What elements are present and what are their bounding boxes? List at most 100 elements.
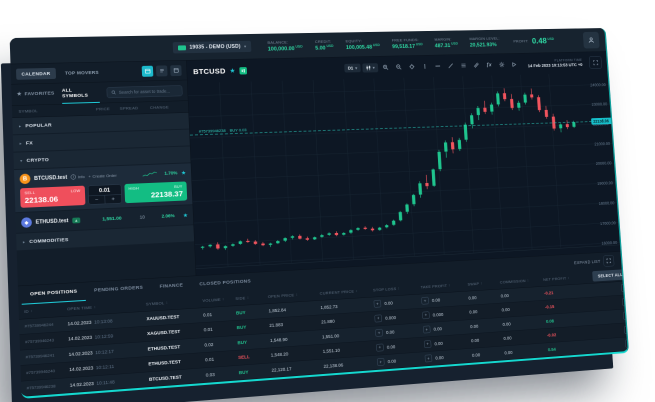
header-take-profit[interactable]: TAKE PROFIT ↕: [420, 283, 450, 290]
net-profit: -0.15: [544, 304, 554, 310]
user-profile-button[interactable]: [582, 31, 600, 49]
close-position-button[interactable]: ✕: [622, 311, 629, 321]
info-link[interactable]: i Info: [70, 174, 84, 180]
volume-decrease-button[interactable]: −: [88, 195, 105, 205]
favorite-star-icon[interactable]: ★: [182, 212, 188, 219]
stop-loss-cell: +0.00: [374, 326, 423, 337]
crosshair-icon[interactable]: [405, 61, 417, 73]
chart-toolbar: D1 ▾ ▾ ƒx: [343, 59, 520, 74]
sell-button[interactable]: SELL LOW 22138.06: [19, 185, 85, 208]
chart-type-dropdown[interactable]: ▾: [361, 62, 378, 73]
close-position-button[interactable]: ✕: [620, 283, 629, 293]
timeframe-dropdown[interactable]: D1 ▾: [343, 63, 361, 73]
metric: EQUITY: 100,005.48USD: [344, 38, 380, 51]
add-stop-loss-button[interactable]: +: [376, 358, 385, 367]
add-stop-loss-button[interactable]: +: [375, 343, 384, 352]
header-volume[interactable]: VOLUME ↕: [201, 297, 224, 303]
trading-platform-window: 19035 - DEMO (USD) ▾ BALANCE: 100,000.00…: [9, 28, 629, 399]
symbol-search[interactable]: [105, 85, 183, 98]
close-position-button[interactable]: ✕: [621, 297, 629, 307]
close-position-button[interactable]: ✕: [624, 339, 629, 348]
position-id: #75739946240: [25, 368, 55, 376]
favorite-star-icon[interactable]: ★: [180, 169, 186, 176]
levels-tool-icon[interactable]: [457, 60, 469, 71]
add-stop-loss-button[interactable]: +: [374, 328, 383, 337]
indicators-fx-icon[interactable]: ƒx: [485, 62, 492, 68]
add-take-profit-button[interactable]: +: [422, 325, 431, 334]
sort-icon: ↕: [246, 295, 249, 300]
add-stop-loss-button[interactable]: +: [373, 314, 382, 323]
tab-finance[interactable]: FINANCE: [159, 282, 183, 290]
account-selector[interactable]: 19035 - DEMO (USD) ▾: [172, 40, 251, 54]
header-current-price[interactable]: CURRENT PRICE ↕: [319, 288, 358, 296]
price-axis-label: 18000.00: [598, 200, 614, 206]
close-position-button[interactable]: ✕: [623, 325, 629, 334]
news-icon[interactable]: [155, 65, 168, 77]
profit-value: 0.48USD: [531, 36, 554, 46]
sort-icon: ↕: [355, 289, 358, 293]
position-volume: 0.02: [203, 341, 213, 348]
price-axis-label: 17000.00: [599, 220, 616, 226]
commission: 0.00: [501, 321, 511, 327]
account-metrics: BALANCE: 100,000.00USD CREDIT: 5.00USD E…: [267, 36, 500, 52]
account-status-badge: [177, 45, 186, 51]
sort-icon: ↕: [295, 292, 298, 297]
select-all-button[interactable]: SELECT ALL: [591, 269, 628, 282]
open-price: 1,852.84: [267, 307, 286, 314]
header-open-time[interactable]: OPEN TIME ↕: [66, 304, 96, 312]
top-movers-button[interactable]: TOP MOVERS: [64, 69, 99, 76]
header-id[interactable]: ID ↕: [23, 308, 33, 314]
header-net-profit[interactable]: NET PROFIT ↕: [542, 275, 570, 282]
swap: 0.00: [471, 352, 480, 358]
net-profit: 0.08: [545, 318, 554, 324]
take-profit-cell: +0.00: [424, 352, 471, 363]
symbol-name[interactable]: BTCUSD.test: [33, 174, 67, 182]
create-order-link[interactable]: + Create Order: [87, 172, 117, 179]
play-icon[interactable]: [508, 59, 520, 70]
position-side: BUY: [238, 369, 249, 376]
add-take-profit-button[interactable]: +: [424, 354, 432, 363]
swap: 0.00: [469, 323, 478, 330]
market-badge-icon: [238, 66, 247, 75]
settings-gear-icon[interactable]: [495, 59, 507, 70]
header-swap[interactable]: SWAP ↕: [466, 281, 482, 287]
volume-increase-button[interactable]: +: [110, 196, 115, 203]
tab-favorites[interactable]: ★ FAVORITES: [16, 90, 55, 98]
price-axis-label: 20000.00: [595, 160, 612, 167]
calendar-icon[interactable]: [141, 65, 153, 77]
add-take-profit-button[interactable]: +: [423, 340, 431, 348]
sort-icon: ↕: [447, 283, 450, 287]
parallel-channel-tool-icon[interactable]: [470, 59, 482, 70]
favorite-star-icon[interactable]: ★: [228, 66, 235, 75]
buy-button[interactable]: HIGH BUY 22138.37: [123, 181, 187, 204]
horizontal-line-tool-icon[interactable]: [431, 60, 443, 72]
sell-price: 22138.06: [24, 194, 58, 206]
expand-list-button[interactable]: EXPAND LIST: [573, 254, 618, 268]
sort-icon: ↕: [93, 305, 96, 309]
net-profit: 0.54: [547, 346, 556, 353]
header-stop-loss[interactable]: STOP LOSS ↕: [372, 286, 400, 293]
header-symbol[interactable]: SYMBOL ↕: [145, 300, 168, 307]
search-input[interactable]: [118, 88, 178, 95]
trend-line-tool-icon[interactable]: [444, 60, 456, 72]
header-open-price[interactable]: OPEN PRICE ↕: [267, 292, 298, 299]
sparkline: [142, 171, 157, 177]
window-icon[interactable]: [169, 64, 182, 76]
fullscreen-icon[interactable]: [588, 55, 602, 70]
chart-canvas[interactable]: 24000.0023000.0022000.0021000.0020000.00…: [187, 73, 619, 268]
add-stop-loss-button[interactable]: +: [373, 299, 381, 308]
candlestick-plot: [187, 73, 619, 268]
header-side[interactable]: SIDE ↕: [234, 295, 249, 301]
add-take-profit-button[interactable]: +: [421, 311, 430, 320]
metric: CREDIT: 5.00USD: [314, 39, 334, 51]
zoom-in-icon[interactable]: [379, 61, 391, 73]
calendar-button[interactable]: CALENDAR: [15, 67, 56, 80]
chevron-right-icon: ▸: [22, 239, 25, 245]
position-id: #75739946238: [26, 383, 56, 391]
vertical-line-tool-icon[interactable]: [418, 61, 430, 73]
zoom-out-icon[interactable]: [392, 61, 404, 73]
tab-all-symbols[interactable]: ALL SYMBOLS: [61, 82, 100, 104]
add-take-profit-button[interactable]: +: [420, 296, 429, 305]
header-commission[interactable]: COMMISSION ↕: [499, 278, 529, 285]
